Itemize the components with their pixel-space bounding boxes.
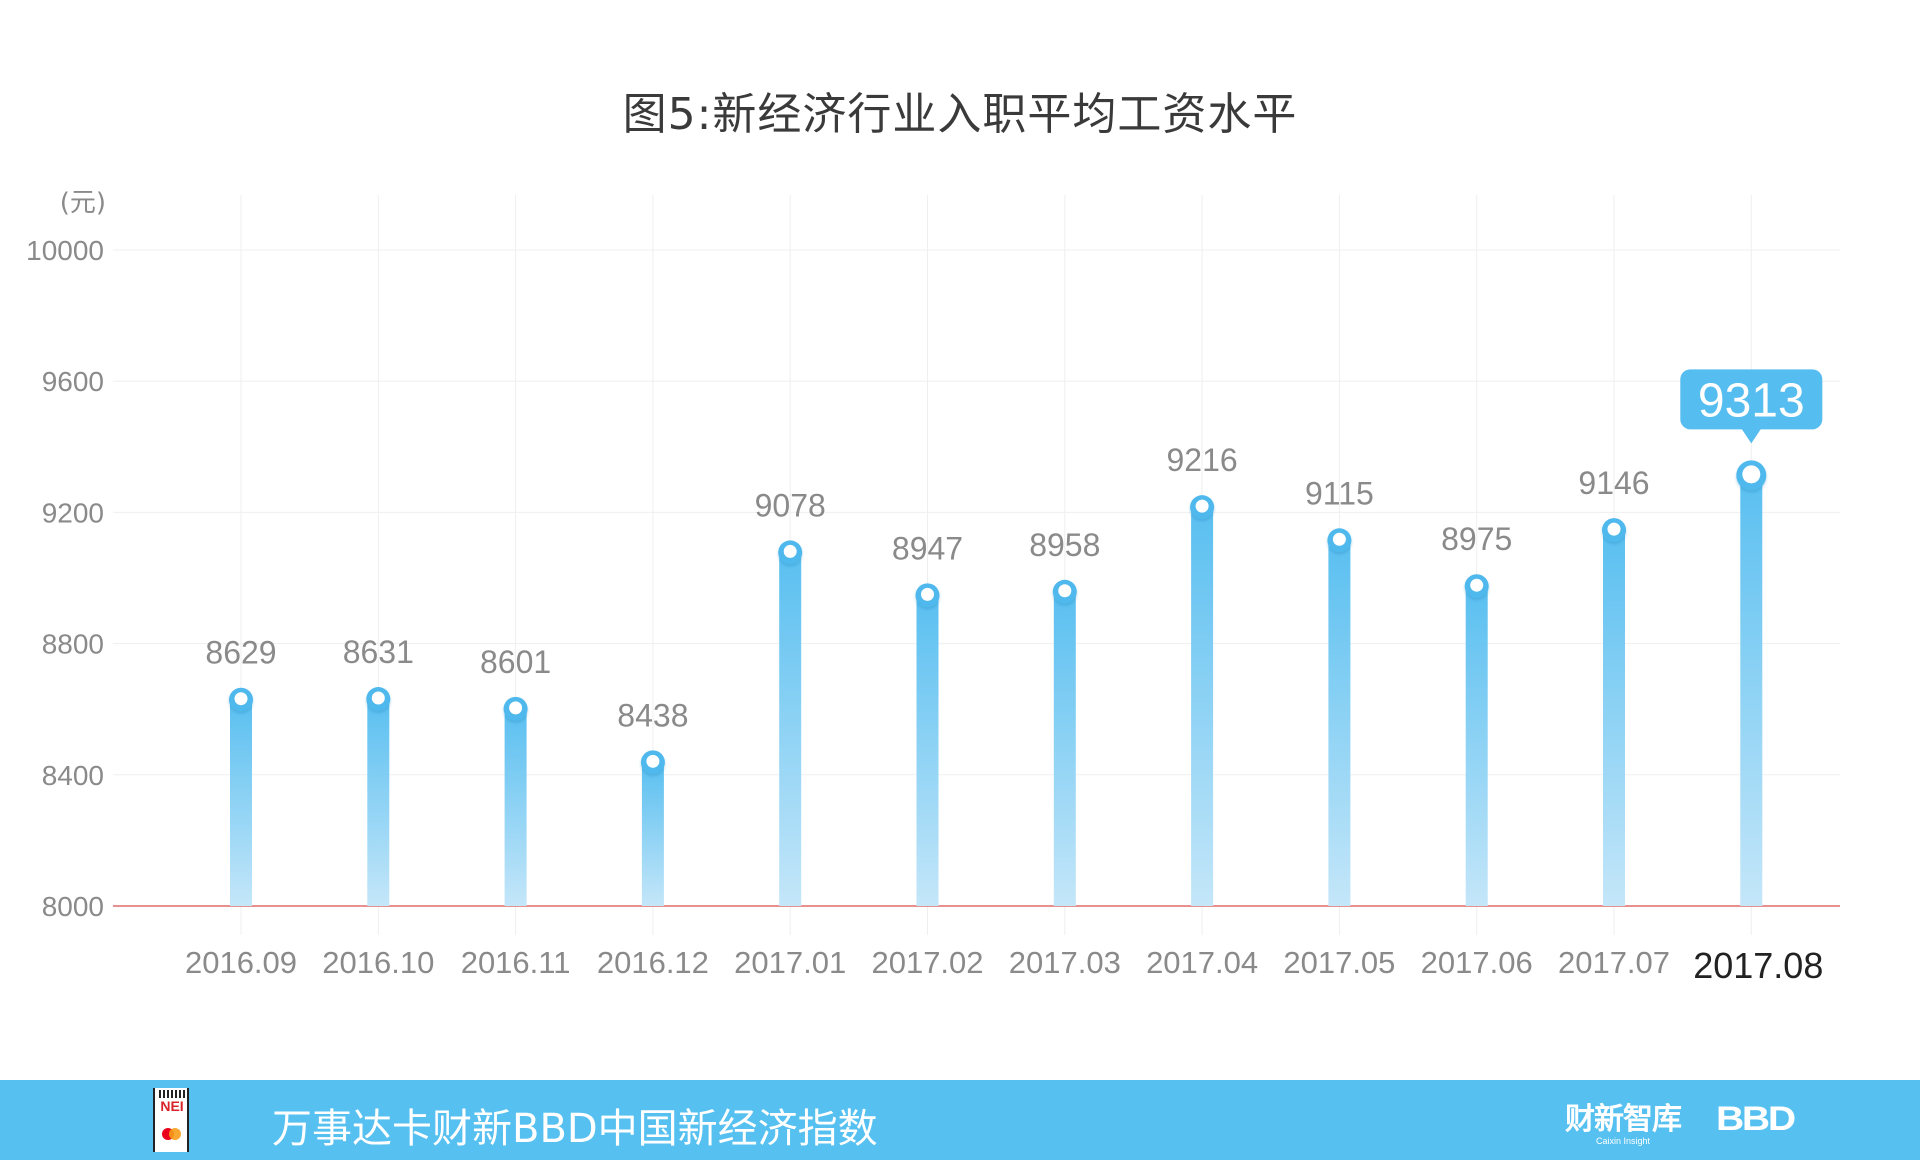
value-label: 8438 <box>617 697 688 733</box>
value-label: 9146 <box>1578 465 1649 501</box>
value-label: 9078 <box>755 487 826 523</box>
value-label: 8629 <box>205 635 276 671</box>
bbd-logo: BBD <box>1716 1100 1796 1138</box>
caixin-insight-logo: 财新智库 Caixin Insight <box>1565 1102 1682 1146</box>
bar-2016.10[interactable]: 8631 <box>343 634 414 906</box>
value-label: 8975 <box>1441 521 1512 557</box>
tooltip-value: 9313 <box>1698 374 1805 427</box>
x-tick-label: 2017.07 <box>1558 945 1670 980</box>
bar-2017.01[interactable]: 9078 <box>755 487 826 906</box>
bar-2017.07[interactable]: 9146 <box>1578 465 1650 906</box>
y-axis: 8000 8400 8800 9200 9600 10000 (元) <box>26 188 106 922</box>
x-tick-label: 2017.02 <box>871 945 983 980</box>
value-label: 9115 <box>1305 475 1374 511</box>
bar-2017.03[interactable]: 8958 <box>1029 527 1100 906</box>
x-tick-label: 2016.10 <box>322 945 434 980</box>
y-axis-unit: (元) <box>60 188 106 218</box>
x-tick-label: 2017.03 <box>1009 945 1121 980</box>
y-tick-label: 10000 <box>26 235 104 266</box>
value-label: 8601 <box>480 644 551 680</box>
nei-logo-icon: NEI <box>153 1088 189 1152</box>
footer-title: 万事达卡财新BBD中国新经济指数 <box>272 1106 878 1152</box>
x-tick-label: 2016.09 <box>185 945 297 980</box>
y-tick-label: 8000 <box>42 891 104 922</box>
x-tick-label: 2017.04 <box>1146 945 1258 980</box>
x-tick-label: 2017.01 <box>734 945 846 980</box>
x-tick-label: 2017.08 <box>1693 945 1823 986</box>
x-tick-label: 2017.05 <box>1283 945 1395 980</box>
x-tick-label: 2016.11 <box>461 945 571 980</box>
bar-2017.06[interactable]: 8975 <box>1441 521 1512 906</box>
bar-2016.11[interactable]: 8601 <box>480 644 551 906</box>
y-tick-label: 9600 <box>42 366 104 397</box>
value-label: 9216 <box>1167 442 1238 478</box>
x-tick-label: 2016.12 <box>597 945 709 980</box>
value-label: 8631 <box>343 634 414 670</box>
highlight-tooltip: 9313 <box>1680 369 1823 444</box>
bars: 8629 8631 8601 8438 9078 8947 8958 9216 9115 8975… <box>205 442 1767 906</box>
x-tick-label: 2017.06 <box>1421 945 1533 980</box>
bar-2017.04[interactable]: 9216 <box>1167 442 1238 906</box>
chart-title: 图5:新经济行业入职平均工资水平 <box>622 89 1298 140</box>
y-tick-label: 9200 <box>42 497 104 528</box>
value-label: 8947 <box>892 530 963 566</box>
bar-2017.02[interactable]: 8947 <box>892 530 963 906</box>
bar-2016.09[interactable]: 8629 <box>205 635 277 906</box>
x-axis: 2016.09 2016.10 2016.11 2016.12 2017.01 2017.… <box>185 945 1823 986</box>
bar-2017.08[interactable] <box>1736 460 1767 906</box>
value-label: 8958 <box>1029 527 1100 563</box>
bar-2016.12[interactable]: 8438 <box>617 697 688 906</box>
y-tick-label: 8800 <box>42 629 104 660</box>
y-tick-label: 8400 <box>42 760 104 791</box>
footer-banner: NEI 万事达卡财新BBD中国新经济指数 财新智库 Caixin Insight… <box>0 1080 1920 1160</box>
bar-2017.05[interactable]: 9115 <box>1305 475 1374 906</box>
